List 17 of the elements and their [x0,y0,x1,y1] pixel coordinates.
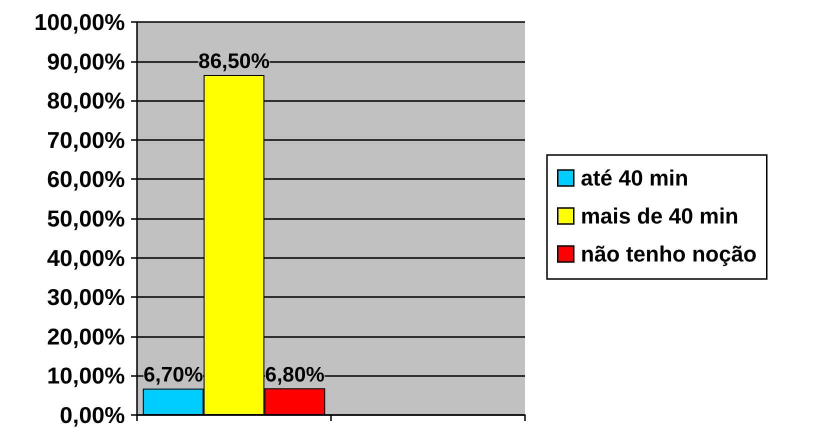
y-tick-label: 90,00% [46,48,125,74]
legend-label: mais de 40 min [580,204,738,228]
y-tick-label: 80,00% [46,88,125,114]
legend-label: não tenho noção [580,242,757,266]
y-tick-label: 50,00% [46,206,125,232]
y-tick-label: 40,00% [46,244,125,271]
y-tick-label: 60,00% [46,166,125,192]
y-tick-label: 100,00% [34,9,125,35]
legend-label: até 40 min [580,166,688,190]
y-tick-label: 70,00% [46,126,125,153]
y-tick-label: 30,00% [46,284,125,310]
y-tick-label: 20,00% [46,323,125,350]
data-label: 86,50% [198,50,270,74]
y-tick-label: 10,00% [46,362,125,389]
y-tick-label: 0,00% [60,402,125,428]
data-label: 6,80% [265,363,325,386]
data-label: 6,70% [143,364,204,387]
